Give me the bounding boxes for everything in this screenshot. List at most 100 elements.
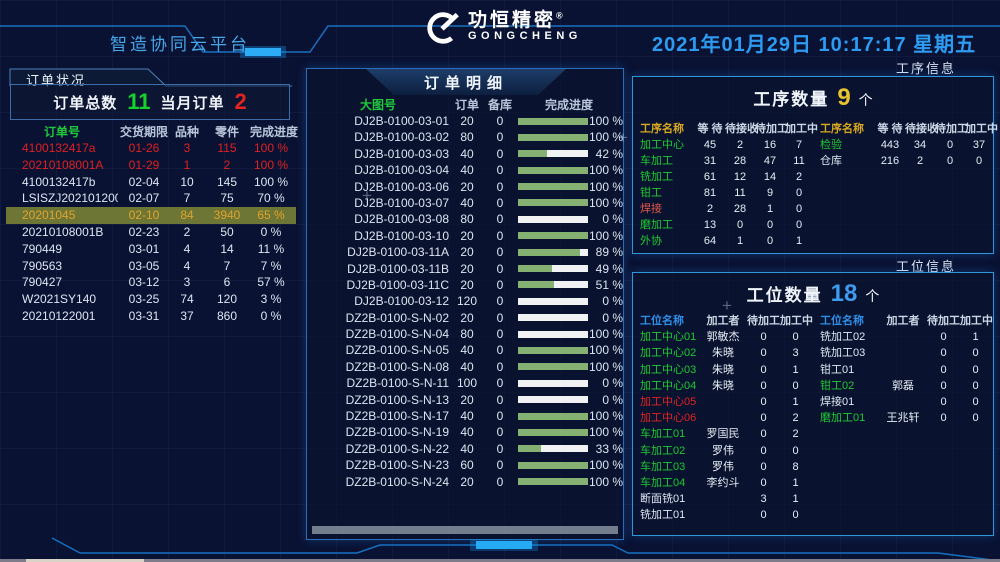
- station-row: 铣加工02 0 1: [820, 331, 979, 344]
- orders-month-label: 当月订单: [160, 94, 225, 112]
- orders-col-no: 订单号: [43, 125, 80, 139]
- order-row[interactable]: 790427 03-12 3 6 57 %: [22, 275, 285, 290]
- logo-text-cn: 功恒精密: [468, 10, 557, 32]
- detail-row: DJ2B-0100-03-03 40 0 42 %: [354, 146, 623, 161]
- orders-summary: 订单总数 11 当月订单 2: [10, 84, 290, 120]
- orders-col-parts: 零件: [214, 125, 239, 139]
- logo-icon: [427, 12, 459, 44]
- orders-col-progress: 完成进度: [250, 125, 299, 139]
- station-row: 加工中心01 郭敏杰 0 0: [640, 331, 799, 344]
- process-row: 检验 443 34 0 37: [820, 139, 986, 151]
- station-row: 焊接01 0 0: [820, 395, 979, 408]
- detail-row: DZ2B-0100-S-N-04 80 0 100 %: [345, 327, 624, 342]
- logo-text-en: GONGCHENG: [468, 30, 582, 43]
- progress-bar: [518, 215, 588, 223]
- process-row: 钳工 81 11 9 0: [640, 187, 803, 199]
- progress-bar: [518, 478, 588, 486]
- station-row: 加工中心05 0 1: [640, 395, 799, 408]
- order-row[interactable]: 4100132417a 01-26 3 115 100 %: [22, 141, 289, 155]
- orders-table: 订单号 交货期限 品种 零件 完成进度 4100132417a 01-26 3 115…: [6, 124, 299, 325]
- orders-table-header: 订单号 交货期限 品种 零件 完成进度: [6, 124, 299, 140]
- order-row[interactable]: 790449 03-01 4 14 11 %: [22, 241, 285, 256]
- detail-row: DJ2B-0100-03-12 120 0 0 %: [354, 294, 623, 309]
- process-row: 外协 64 1 0 1: [640, 235, 803, 247]
- details-col-stock: 备库: [487, 98, 512, 112]
- progress-bar: [518, 412, 588, 420]
- order-row[interactable]: 790563 03-05 4 7 7 %: [22, 258, 282, 273]
- detail-row: DJ2B-0100-03-02 80 0 100 %: [354, 130, 624, 145]
- orders-col-due: 交货期限: [119, 125, 168, 139]
- progress-bar: [518, 363, 588, 371]
- detail-row: DJ2B-0100-03-01 20 0 100 %: [354, 114, 624, 128]
- progress-bar: [518, 461, 588, 469]
- order-row[interactable]: 20210108001B 02-23 2 50 0 %: [22, 224, 282, 239]
- process-panel: 工序数量 9 个 工序名称等 待待接收 待加工 加工中 加工中心 45 2 16 7 车加工 31…: [632, 76, 998, 254]
- progress-bar: [518, 314, 588, 322]
- station-panel: 工位数量 18 个 工位名称 加工者 待加工 加工中 加工中心01 郭敏杰 0 0 加工中心02…: [632, 272, 994, 536]
- process-count-label: 工序数量: [753, 90, 830, 109]
- detail-row: DZ2B-0100-S-N-19 40 0 100 %: [345, 425, 624, 440]
- progress-bar: [518, 183, 588, 191]
- progress-bar: [518, 379, 588, 387]
- station-row: 钳工01 0 0: [820, 363, 979, 376]
- progress-bar: [518, 117, 588, 125]
- registered-mark-icon: ®: [556, 10, 566, 21]
- orders-total-label: 订单总数: [53, 94, 118, 112]
- details-tab-label: 订单明细: [423, 74, 508, 92]
- details-panel-footer-bar: [312, 526, 618, 534]
- station-row: 加工中心02 朱晓 0 3: [640, 347, 799, 360]
- process-count-value: 9: [837, 84, 851, 111]
- taskbar-segment: [26, 559, 144, 562]
- details-col-progress: 完成进度: [544, 98, 593, 112]
- detail-row: DZ2B-0100-S-N-11 100 0 0 %: [346, 376, 623, 391]
- order-row[interactable]: 4100132417b 02-04 10 145 100 %: [22, 174, 289, 189]
- order-row[interactable]: 20210108001A 01-29 1 2 100 %: [22, 157, 289, 172]
- detail-row: DZ2B-0100-S-N-24 20 0 100 %: [345, 474, 624, 489]
- sparkle-decoration: [618, 128, 628, 148]
- order-row[interactable]: 20201045 02-10 84 3940 65 %: [6, 207, 296, 224]
- details-panel: 订单明细 大图号 订单 备库 完成进度 DJ2B-0100-03-01 20 0 10…: [306, 68, 624, 540]
- station-count-unit: 个: [865, 288, 880, 304]
- detail-row: DJ2B-0100-03-07 40 0 100 %: [354, 195, 624, 210]
- progress-bar: [518, 248, 588, 256]
- footer-decoration: [51, 537, 1000, 562]
- progress-bar: [518, 281, 588, 289]
- process-row: 铣加工 61 12 14 2: [640, 171, 803, 183]
- station-row: 车加工01 罗国民 0 2: [640, 428, 799, 441]
- detail-row: DZ2B-0100-S-N-05 40 0 100 %: [345, 343, 624, 358]
- process-panel-tab: 工序信息: [895, 61, 956, 76]
- station-row: 铣加工03 0 0: [820, 347, 979, 360]
- progress-bar: [518, 330, 588, 338]
- station-row: 加工中心06 0 2: [640, 412, 799, 425]
- station-row: 车加工02 罗伟 0 0: [640, 444, 799, 457]
- progress-bar: [518, 445, 588, 453]
- details-table-header: 大图号 订单 备库 完成进度: [307, 97, 623, 113]
- progress-bar: [518, 396, 588, 404]
- sparkle-decoration: [722, 296, 732, 316]
- details-panel-tab: 订单明细: [366, 69, 566, 95]
- station-count-value: 18: [830, 280, 858, 307]
- order-row[interactable]: 20210122001 03-31 37 860 0 %: [22, 308, 282, 323]
- detail-row: DJ2B-0100-03-08 80 0 0 %: [354, 212, 623, 227]
- detail-row: DJ2B-0100-03-04 40 0 100 %: [354, 163, 624, 178]
- detail-row: DJ2B-0100-03-06 20 0 100 %: [354, 179, 624, 194]
- station-row: 车加工03 罗伟 0 8: [640, 460, 799, 473]
- order-row[interactable]: W2021SY140 03-25 74 120 3 %: [22, 292, 282, 307]
- progress-bar: [518, 265, 588, 273]
- progress-bar: [518, 199, 588, 207]
- station-row: 加工中心04 朱晓 0 0: [640, 379, 799, 392]
- orders-total-value: 11: [127, 89, 151, 114]
- sparkle-decoration: [362, 186, 372, 206]
- detail-row: DJ2B-0100-03-10 20 0 100 %: [354, 228, 624, 243]
- detail-row: DZ2B-0100-S-N-13 20 0 0 %: [345, 392, 623, 407]
- process-groups: 工序名称等 待待接收 待加工 加工中 加工中心 45 2 16 7 车加工 31 28 47 11 铣加工…: [633, 121, 998, 249]
- station-row: 铣加工01 0 0: [640, 509, 799, 522]
- platform-title: 智造协同云平台: [110, 35, 250, 54]
- detail-row: DZ2B-0100-S-N-02 20 0 0 %: [345, 310, 623, 325]
- station-panel-tab: 工位信息: [895, 259, 956, 274]
- details-col-drawing: 大图号: [359, 98, 396, 112]
- station-row: 车加工04 李约斗 0 1: [640, 476, 799, 489]
- detail-row: DZ2B-0100-S-N-17 40 0 100 %: [345, 409, 624, 424]
